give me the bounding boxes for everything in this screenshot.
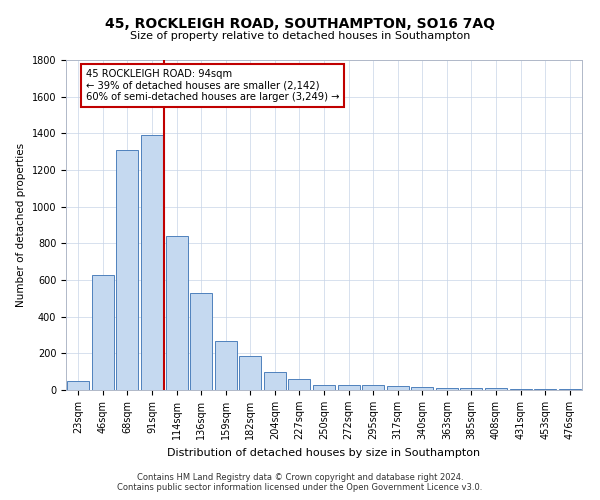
Bar	[411, 387, 433, 390]
Bar	[239, 356, 262, 390]
Text: Contains HM Land Registry data © Crown copyright and database right 2024.: Contains HM Land Registry data © Crown c…	[137, 473, 463, 482]
Bar	[190, 293, 212, 390]
Bar	[509, 389, 532, 390]
Bar	[436, 388, 458, 390]
Bar	[215, 340, 237, 390]
Bar	[559, 389, 581, 390]
Bar	[289, 379, 310, 390]
Text: Size of property relative to detached houses in Southampton: Size of property relative to detached ho…	[130, 31, 470, 41]
Bar	[166, 236, 188, 390]
Bar	[485, 388, 507, 390]
Text: 45 ROCKLEIGH ROAD: 94sqm
← 39% of detached houses are smaller (2,142)
60% of sem: 45 ROCKLEIGH ROAD: 94sqm ← 39% of detach…	[86, 69, 339, 102]
Bar	[264, 372, 286, 390]
X-axis label: Distribution of detached houses by size in Southampton: Distribution of detached houses by size …	[167, 448, 481, 458]
Bar	[141, 135, 163, 390]
Bar	[386, 386, 409, 390]
Bar	[362, 384, 384, 390]
Bar	[313, 384, 335, 390]
Bar	[338, 384, 359, 390]
Y-axis label: Number of detached properties: Number of detached properties	[16, 143, 26, 307]
Bar	[116, 150, 139, 390]
Text: 45, ROCKLEIGH ROAD, SOUTHAMPTON, SO16 7AQ: 45, ROCKLEIGH ROAD, SOUTHAMPTON, SO16 7A…	[105, 18, 495, 32]
Bar	[67, 381, 89, 390]
Bar	[92, 274, 114, 390]
Text: Contains public sector information licensed under the Open Government Licence v3: Contains public sector information licen…	[118, 483, 482, 492]
Bar	[534, 389, 556, 390]
Bar	[460, 388, 482, 390]
